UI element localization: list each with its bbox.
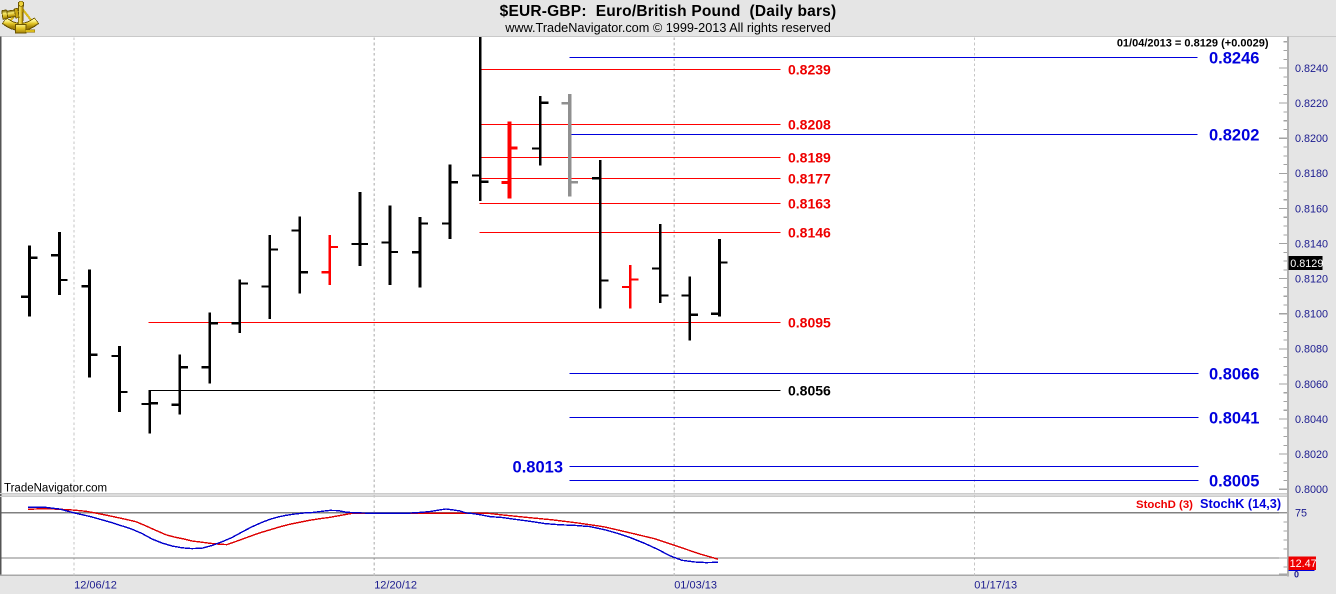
svg-text:01/04/2013 = 0.8129 (+0.0029): 01/04/2013 = 0.8129 (+0.0029) [1117, 37, 1269, 49]
svg-text:0.8040: 0.8040 [1295, 414, 1328, 426]
svg-text:0.8041: 0.8041 [1209, 410, 1259, 428]
svg-text:0.8240: 0.8240 [1295, 63, 1328, 75]
svg-text:0.8000: 0.8000 [1295, 484, 1328, 496]
svg-text:12.47: 12.47 [1290, 558, 1317, 570]
svg-text:0.8189: 0.8189 [788, 150, 831, 166]
svg-text:12/06/12: 12/06/12 [74, 579, 117, 591]
svg-text:0.8066: 0.8066 [1209, 366, 1259, 384]
svg-text:0.8129: 0.8129 [1290, 258, 1323, 270]
svg-text:0.8180: 0.8180 [1295, 168, 1328, 180]
svg-text:75: 75 [1295, 508, 1307, 520]
svg-text:0.8140: 0.8140 [1295, 238, 1328, 250]
svg-text:0.8005: 0.8005 [1209, 473, 1259, 491]
svg-text:0.8239: 0.8239 [788, 62, 831, 78]
svg-text:$EUR-GBP: Euro/British Pound: $EUR-GBP: Euro/British Pound (Daily bars… [500, 3, 837, 20]
svg-text:0.8100: 0.8100 [1295, 309, 1328, 321]
svg-text:www.TradeNavigator.com © 1999-: www.TradeNavigator.com © 1999-2013 All r… [504, 21, 831, 35]
svg-text:TradeNavigator.com: TradeNavigator.com [4, 482, 107, 494]
svg-text:0.8220: 0.8220 [1295, 98, 1328, 110]
svg-text:0.8246: 0.8246 [1209, 50, 1259, 68]
svg-text:0.8200: 0.8200 [1295, 133, 1328, 145]
svg-text:0.8208: 0.8208 [788, 117, 831, 133]
svg-text:StochD (3): StochD (3) [1136, 499, 1193, 511]
svg-text:0.8163: 0.8163 [788, 196, 831, 212]
svg-text:0: 0 [1294, 570, 1299, 580]
svg-text:01/17/13: 01/17/13 [974, 579, 1017, 591]
svg-text:01/03/13: 01/03/13 [674, 579, 717, 591]
svg-text:0.8060: 0.8060 [1295, 379, 1328, 391]
svg-text:0.8146: 0.8146 [788, 225, 831, 241]
svg-text:0.8020: 0.8020 [1295, 449, 1328, 461]
svg-text:0.8080: 0.8080 [1295, 344, 1328, 356]
svg-text:0.8095: 0.8095 [788, 315, 831, 331]
svg-text:0.8056: 0.8056 [788, 383, 831, 399]
svg-text:12/20/12: 12/20/12 [374, 579, 417, 591]
svg-text:0.8120: 0.8120 [1295, 274, 1328, 286]
svg-text:0.8013: 0.8013 [513, 459, 563, 477]
svg-text:0.8202: 0.8202 [1209, 127, 1259, 145]
svg-text:StochK (14,3): StochK (14,3) [1200, 497, 1281, 511]
svg-text:0.8177: 0.8177 [788, 171, 831, 187]
svg-text:0.8160: 0.8160 [1295, 203, 1328, 215]
